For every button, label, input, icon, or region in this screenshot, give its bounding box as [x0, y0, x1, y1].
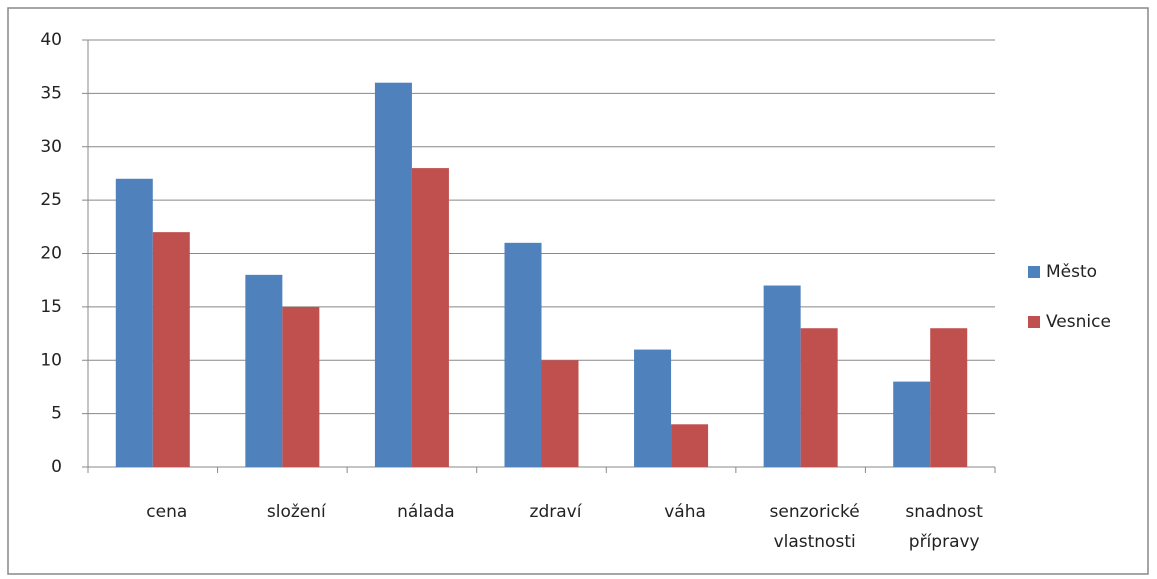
y-tick-label: 35 — [40, 83, 62, 103]
y-tick-label: 15 — [40, 297, 62, 317]
bar — [800, 328, 838, 467]
y-tick-label: 25 — [40, 190, 62, 210]
bar — [115, 178, 153, 467]
bar — [504, 242, 542, 467]
bar — [245, 274, 283, 467]
chart-border — [7, 7, 1149, 575]
legend-label: Město — [1046, 262, 1097, 282]
y-tick-label: 0 — [51, 457, 62, 477]
y-tick-label: 30 — [40, 137, 62, 157]
bar — [541, 360, 579, 467]
bar — [634, 349, 672, 467]
x-tick-label: nálada — [397, 502, 455, 522]
y-tick-label: 5 — [51, 404, 62, 424]
bar — [152, 232, 190, 467]
bar — [374, 82, 412, 467]
legend-swatch — [1028, 266, 1040, 278]
bar — [282, 306, 320, 467]
y-tick-label: 20 — [40, 244, 62, 264]
x-tick-label: cena — [146, 502, 188, 522]
x-tick-label: zdraví — [529, 502, 582, 522]
x-tick-label: váha — [664, 502, 706, 522]
x-tick-label: senzorické vlastnosti — [769, 502, 860, 552]
bar — [893, 381, 931, 467]
bar — [930, 328, 968, 467]
y-tick-label: 10 — [40, 350, 62, 370]
legend-label: Vesnice — [1046, 312, 1111, 332]
bar — [671, 424, 709, 467]
legend-swatch — [1028, 316, 1040, 328]
bar — [763, 285, 801, 467]
x-tick-label: snadnost přípravy — [905, 502, 983, 552]
x-tick-label: složení — [266, 502, 326, 522]
bar — [411, 168, 449, 467]
y-tick-label: 40 — [40, 30, 62, 50]
